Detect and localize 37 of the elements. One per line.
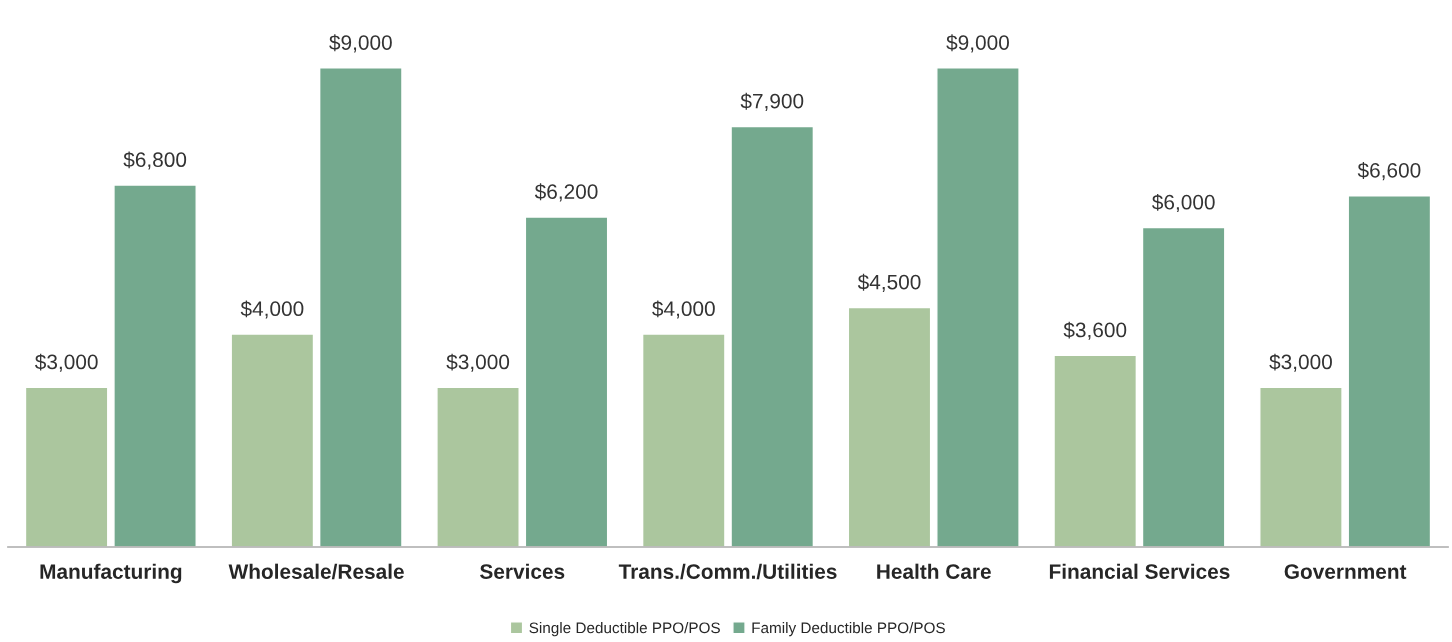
- x-tick-label: Services: [480, 563, 565, 579]
- data-label: $3,600: [1063, 321, 1127, 340]
- bar: [1259, 386, 1343, 547]
- x-tick-label: Trans./Comm./Utilities: [618, 563, 837, 580]
- bar: [1053, 354, 1138, 547]
- bar: [1347, 194, 1432, 547]
- bar: [641, 333, 726, 547]
- data-label: $9,000: [329, 34, 392, 53]
- data-label: $6,600: [1357, 162, 1421, 181]
- data-label: $9,000: [946, 34, 1009, 53]
- bar: [936, 67, 1020, 547]
- legend-label: Family Deductible PPO/POS: [752, 622, 945, 637]
- data-label: $4,500: [857, 273, 921, 292]
- data-label: $3,000: [446, 353, 510, 372]
- data-label: $4,000: [652, 300, 715, 319]
- x-tick-label: Health Care: [877, 563, 991, 579]
- x-tick-label: Financial Services: [1049, 563, 1230, 579]
- data-label: $3,000: [1269, 353, 1332, 372]
- bar: [436, 386, 520, 547]
- x-tick-label: Manufacturing: [40, 563, 182, 584]
- bar: [730, 125, 815, 547]
- data-label: $6,200: [534, 183, 598, 202]
- bar: [318, 67, 403, 547]
- data-label: $4,000: [240, 300, 304, 319]
- bar: [524, 216, 609, 547]
- data-label: $3,000: [35, 353, 98, 372]
- bar: [230, 333, 315, 547]
- bar: [847, 306, 932, 547]
- bar: [24, 386, 109, 547]
- legend-label: Single Deductible PPO/POS: [529, 622, 720, 637]
- x-tick-label: Government: [1284, 564, 1407, 579]
- bar: [113, 184, 197, 547]
- data-label: $6,800: [123, 151, 187, 170]
- bar: [1141, 226, 1226, 547]
- x-tick-label: Wholesale/Resale: [228, 563, 404, 580]
- data-label: $6,000: [1152, 193, 1215, 213]
- data-label: $7,900: [740, 92, 804, 111]
